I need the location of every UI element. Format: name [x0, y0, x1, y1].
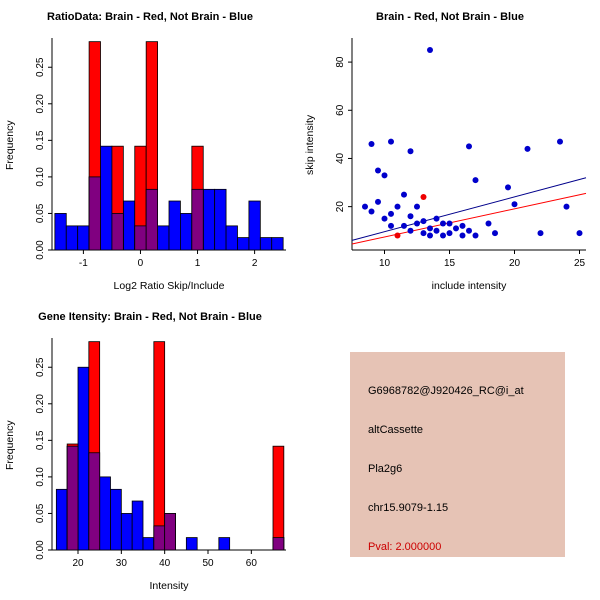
svg-text:20: 20	[509, 258, 521, 269]
svg-text:0.20: 0.20	[35, 94, 46, 114]
panel-gene-info: G6968782@J920426_RC@i_at altCassette Pla2g…	[300, 300, 600, 600]
svg-text:0.05: 0.05	[35, 503, 46, 523]
info-line: altCassette	[368, 424, 424, 436]
gene-histogram-xlabel: Intensity	[149, 580, 189, 592]
gene-histogram-title: Gene Itensity: Brain - Red, Not Brain - …	[38, 311, 262, 323]
svg-text:60: 60	[246, 558, 258, 569]
svg-text:-1: -1	[79, 258, 88, 269]
svg-text:10: 10	[379, 258, 391, 269]
svg-text:0: 0	[138, 258, 144, 269]
svg-text:50: 50	[202, 558, 214, 569]
svg-text:25: 25	[574, 258, 586, 269]
info-box: G6968782@J920426_RC@i_at altCassette Pla2g…	[350, 352, 565, 557]
svg-text:2: 2	[252, 258, 258, 269]
svg-text:0.05: 0.05	[35, 203, 46, 223]
scatter-title: Brain - Red, Not Brain - Blue	[376, 11, 524, 23]
svg-text:0.15: 0.15	[35, 430, 46, 450]
svg-text:60: 60	[335, 104, 346, 116]
scatter-ylabel: skip intensity	[304, 114, 316, 176]
svg-text:0.00: 0.00	[35, 240, 46, 260]
ratio-histogram-plot: -1 0 1 2 0.00 0.05 0.10 0.15 0.20 0.25	[35, 38, 286, 269]
svg-text:20: 20	[335, 201, 346, 213]
svg-text:15: 15	[444, 258, 456, 269]
ratio-histogram-xlabel: Log2 Ratio Skip/Include	[113, 280, 225, 292]
gene-histogram-ylabel: Frequency	[4, 420, 16, 470]
svg-text:40: 40	[159, 558, 171, 569]
info-line: G6968782@J920426_RC@i_at	[368, 385, 524, 397]
svg-text:1: 1	[195, 258, 201, 269]
svg-text:30: 30	[116, 558, 128, 569]
svg-text:0.10: 0.10	[35, 467, 46, 487]
panel-ratio-histogram: RatioData: Brain - Red, Not Brain - Blue…	[0, 0, 300, 300]
ratio-histogram-ylabel: Frequency	[4, 120, 16, 170]
panel-intensity-scatter: Brain - Red, Not Brain - Blue 10 15 20 25 20…	[300, 0, 600, 300]
gene-intensity-histogram-plot: 20 30 40 50 60 0.00 0.05 0.10 0.15 0.20 0.25	[35, 338, 286, 569]
svg-text:0.25: 0.25	[35, 57, 46, 77]
svg-text:40: 40	[335, 152, 346, 164]
svg-text:0.15: 0.15	[35, 130, 46, 150]
scatter-xlabel: include intensity	[431, 280, 507, 292]
svg-text:0.20: 0.20	[35, 394, 46, 414]
svg-text:0.00: 0.00	[35, 540, 46, 560]
svg-text:0.25: 0.25	[35, 357, 46, 377]
panel-gene-intensity-histogram: Gene Itensity: Brain - Red, Not Brain - …	[0, 300, 300, 600]
info-line: Pla2g6	[368, 463, 403, 475]
info-line: chr15.9079-1.15	[368, 502, 449, 514]
info-line: Pval: 2.000000	[368, 541, 442, 553]
ratio-histogram-title: RatioData: Brain - Red, Not Brain - Blue	[47, 11, 253, 23]
svg-text:0.10: 0.10	[35, 167, 46, 187]
svg-text:80: 80	[335, 56, 346, 68]
svg-text:20: 20	[72, 558, 84, 569]
intensity-scatter-plot: 10 15 20 25 20 40 60 80	[335, 38, 587, 269]
